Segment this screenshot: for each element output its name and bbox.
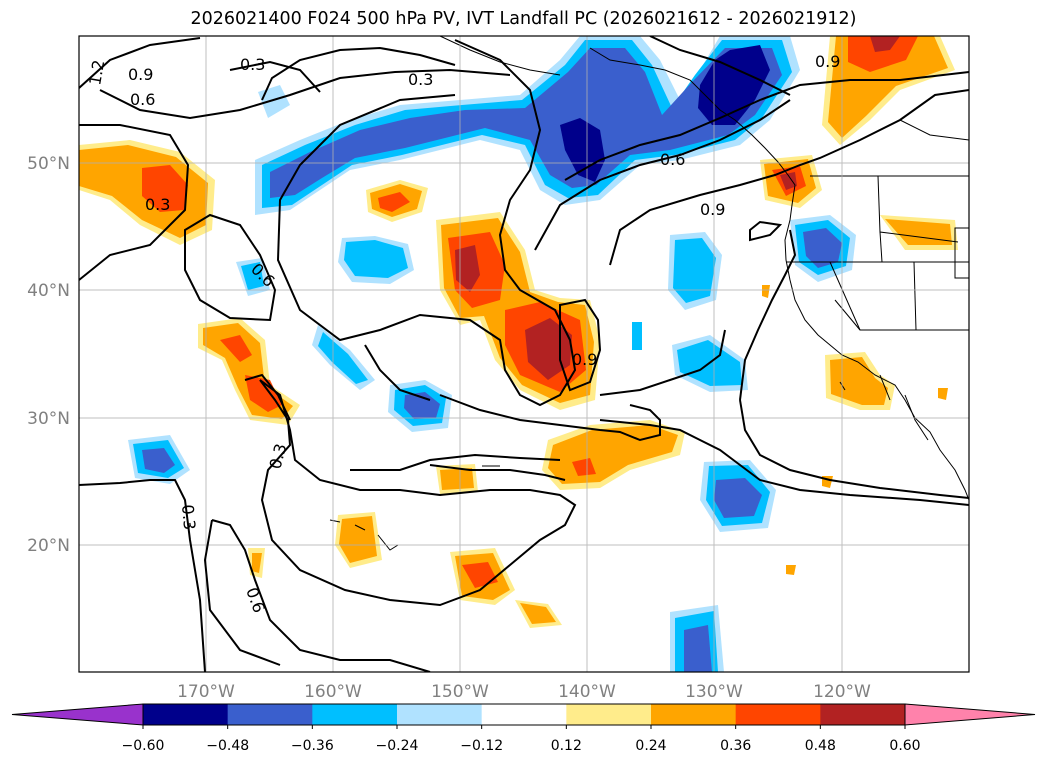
contour-label: 0.9 — [128, 65, 153, 84]
colorbar-swatch — [143, 704, 229, 725]
lon-label-160w: 160°W — [304, 682, 362, 702]
contour-label: 0.3 — [178, 504, 199, 531]
colorbar-swatches — [11, 703, 1036, 726]
lat-label-50n: 50°N — [27, 154, 70, 174]
lon-label-140w: 140°W — [558, 682, 616, 702]
contour-label: 0.3 — [145, 195, 170, 214]
colorbar-tick-label: 0.60 — [889, 738, 920, 754]
contour-label: 0.9 — [700, 200, 725, 219]
colorbar-swatch — [312, 704, 398, 725]
latitude-labels: 50°N 40°N 30°N 20°N — [27, 154, 70, 556]
colorbar-extension-low — [11, 703, 144, 726]
positive-anomaly-shading — [79, 36, 958, 628]
coastlines — [329, 36, 969, 551]
contour-label: 0.6 — [242, 585, 269, 615]
colorbar-swatch — [820, 704, 906, 725]
negative-anomaly-shading — [128, 36, 856, 672]
map-field: 1.2 0.9 0.6 0.3 0.3 0.3 0.6 0.9 0.6 0.9 … — [79, 36, 969, 672]
contour-label: 1.2 — [85, 58, 108, 86]
colorbar-swatch — [481, 704, 567, 725]
colorbar-tick-label: −0.24 — [376, 738, 419, 754]
contour-label: 0.3 — [266, 442, 291, 472]
colorbar-swatch — [397, 704, 483, 725]
contour-label: 0.3 — [240, 55, 265, 74]
colorbar-tick-label: 0.24 — [635, 738, 666, 754]
colorbar-tick-labels: −0.60 −0.48 −0.36 −0.24 −0.12 0.12 0.24 … — [122, 738, 921, 754]
lon-label-120w: 120°W — [813, 682, 871, 702]
contour-label: 0.6 — [130, 90, 155, 109]
colorbar-tick-label: 0.36 — [720, 738, 751, 754]
colorbar-extension-high — [904, 703, 1036, 726]
lat-label-30n: 30°N — [27, 409, 70, 429]
colorbar-outline — [142, 703, 906, 726]
graticule — [79, 36, 969, 672]
colorbar-swatch — [566, 704, 652, 725]
contour-label: 0.3 — [408, 70, 433, 89]
colorbar-tick-label: 0.12 — [551, 738, 582, 754]
map-frame — [78, 35, 970, 673]
colorbar-tick-label: −0.60 — [122, 738, 165, 754]
colorbar-tick-label: −0.36 — [291, 738, 334, 754]
colorbar-tick-label: −0.12 — [460, 738, 503, 754]
colorbar-tick-label: 0.48 — [805, 738, 836, 754]
lon-label-170w: 170°W — [177, 682, 235, 702]
lon-label-130w: 130°W — [685, 682, 743, 702]
contour-label: 0.6 — [660, 150, 685, 169]
contour-label: 0.9 — [572, 350, 597, 369]
longitude-labels: 170°W 160°W 150°W 140°W 130°W 120°W — [177, 682, 871, 702]
lat-label-20n: 20°N — [27, 536, 70, 556]
colorbar-tick-label: −0.48 — [206, 738, 249, 754]
contour-label: 0.9 — [815, 52, 840, 71]
lat-label-40n: 40°N — [27, 281, 70, 301]
map-title: 2026021400 F024 500 hPa PV, IVT Landfall… — [190, 9, 857, 29]
colorbar-swatch — [735, 704, 821, 725]
colorbar-swatch — [227, 704, 313, 725]
colorbar-ticks — [142, 725, 906, 729]
colorbar-swatch — [651, 704, 737, 725]
colorbar: −0.60 −0.48 −0.36 −0.24 −0.12 0.12 0.24 … — [11, 703, 1036, 754]
lon-label-150w: 150°W — [431, 682, 489, 702]
ivt-contours — [79, 36, 969, 672]
